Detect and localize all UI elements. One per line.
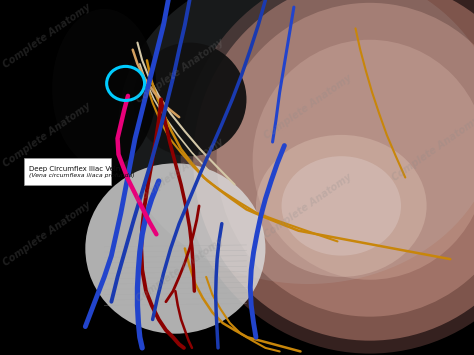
Text: Complete Anatomy: Complete Anatomy bbox=[263, 72, 354, 141]
Text: Complete Anatomy: Complete Anatomy bbox=[2, 1, 93, 70]
Ellipse shape bbox=[133, 43, 246, 156]
Ellipse shape bbox=[181, 0, 474, 354]
Text: Deep Circumflex Iliac Vein: Deep Circumflex Iliac Vein bbox=[29, 166, 121, 172]
Ellipse shape bbox=[256, 135, 427, 277]
Text: (Vena circumflexa iliaca profunda): (Vena circumflexa iliaca profunda) bbox=[29, 173, 135, 178]
Ellipse shape bbox=[193, 0, 474, 341]
Text: Complete Anatomy: Complete Anatomy bbox=[2, 101, 93, 169]
Text: Complete Anatomy: Complete Anatomy bbox=[2, 200, 93, 268]
Text: Complete Anatomy: Complete Anatomy bbox=[135, 136, 226, 204]
Text: Complete Anatomy: Complete Anatomy bbox=[263, 172, 354, 240]
Text: Complete Anatomy: Complete Anatomy bbox=[391, 115, 474, 183]
Text: Complete Anatomy: Complete Anatomy bbox=[135, 236, 226, 304]
Ellipse shape bbox=[217, 3, 474, 317]
Ellipse shape bbox=[118, 0, 474, 284]
FancyBboxPatch shape bbox=[24, 158, 111, 185]
Text: Complete Anatomy: Complete Anatomy bbox=[135, 37, 226, 105]
Ellipse shape bbox=[282, 156, 401, 256]
Ellipse shape bbox=[52, 9, 156, 169]
Ellipse shape bbox=[253, 40, 474, 280]
Ellipse shape bbox=[85, 163, 265, 334]
